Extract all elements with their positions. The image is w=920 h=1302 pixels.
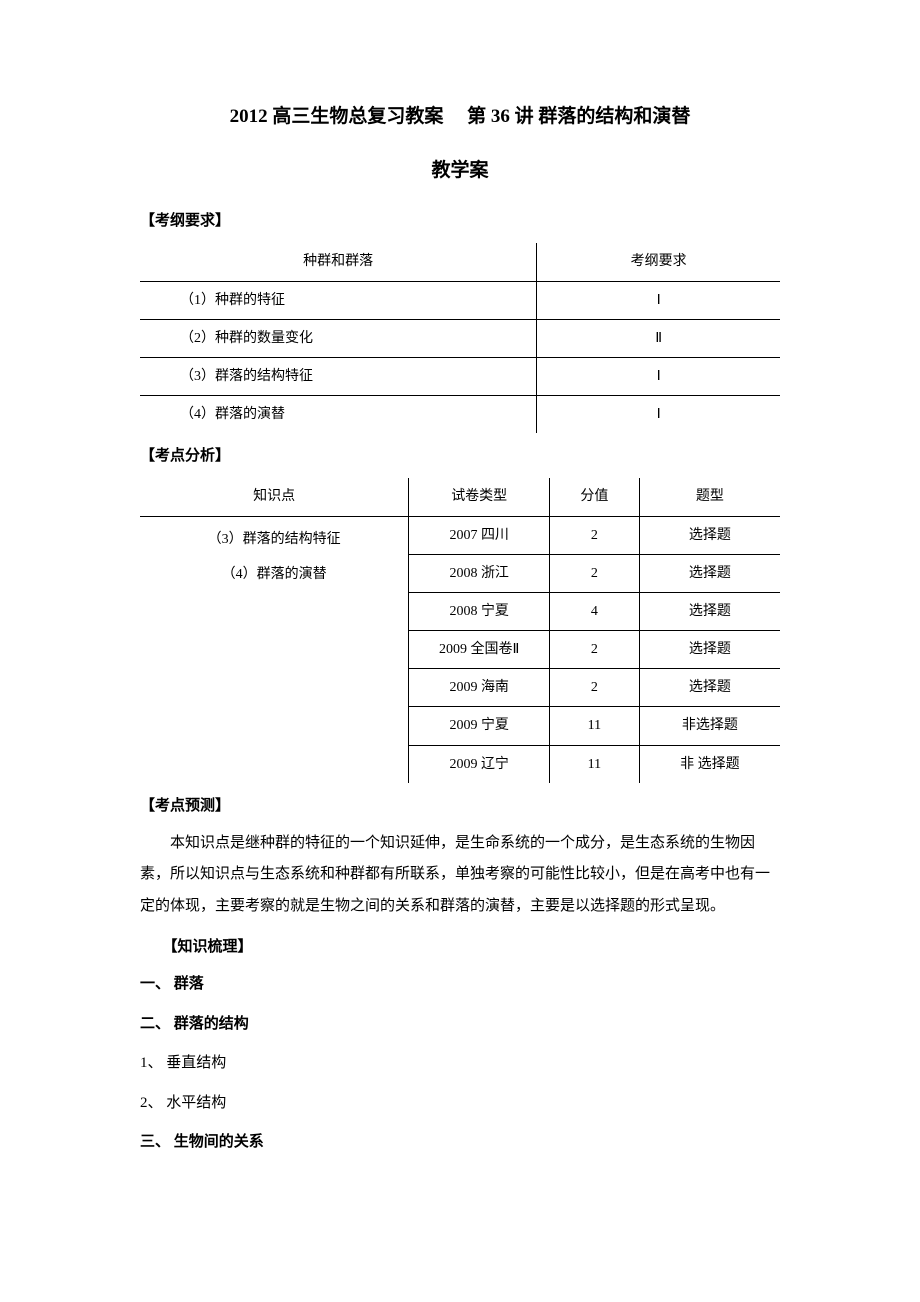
- table-cell: Ⅱ: [537, 319, 780, 357]
- list-item: 二、 群落的结构: [140, 1009, 780, 1041]
- table-cell: 2009 宁夏: [409, 707, 550, 745]
- section-exam-outline-header: 【考纲要求】: [140, 208, 780, 235]
- table-cell: 2009 海南: [409, 669, 550, 707]
- table-cell: 11: [550, 707, 640, 745]
- prediction-paragraph: 本知识点是继种群的特征的一个知识延伸，是生命系统的一个成分，是生态系统的生物因素…: [140, 828, 780, 923]
- table-cell: 2009 辽宁: [409, 745, 550, 783]
- table-cell: 2009 全国卷Ⅱ: [409, 631, 550, 669]
- table-header: 题型: [639, 478, 780, 516]
- table-cell: 选择题: [639, 592, 780, 630]
- table-cell: 2: [550, 631, 640, 669]
- table-cell: （3）群落的结构特征: [140, 357, 537, 395]
- table-cell: 选择题: [639, 669, 780, 707]
- table-cell: 非 选择题: [639, 745, 780, 783]
- table-cell: 2008 浙江: [409, 554, 550, 592]
- list-item: 2、 水平结构: [140, 1088, 780, 1120]
- table-header: 分值: [550, 478, 640, 516]
- table-header: 试卷类型: [409, 478, 550, 516]
- table-merged-cell: （3）群落的结构特征 （4）群落的演替: [140, 516, 409, 783]
- exam-outline-table: 种群和群落 考纲要求 （1）种群的特征 Ⅰ （2）种群的数量变化 Ⅱ （3）群落…: [140, 243, 780, 433]
- table-cell: （1）种群的特征: [140, 281, 537, 319]
- table-cell: Ⅰ: [537, 281, 780, 319]
- table-cell: （4）群落的演替: [140, 396, 537, 434]
- table-cell: Ⅰ: [537, 357, 780, 395]
- document-title: 2012 高三生物总复习教案 第 36 讲 群落的结构和演替: [140, 100, 780, 134]
- table-cell: 2: [550, 516, 640, 554]
- list-item: 一、 群落: [140, 969, 780, 1001]
- table-cell: 选择题: [639, 554, 780, 592]
- table-cell: 2: [550, 554, 640, 592]
- table-cell: （2）种群的数量变化: [140, 319, 537, 357]
- document-subtitle: 教学案: [140, 154, 780, 188]
- section-knowledge-header: 【知识梳理】: [140, 934, 780, 961]
- analysis-table: 知识点 试卷类型 分值 题型 （3）群落的结构特征 （4）群落的演替 2007 …: [140, 478, 780, 783]
- merged-line: （4）群落的演替: [148, 562, 400, 587]
- table-header: 考纲要求: [537, 243, 780, 281]
- section-prediction-header: 【考点预测】: [140, 793, 780, 820]
- table-cell: 11: [550, 745, 640, 783]
- list-item: 三、 生物间的关系: [140, 1127, 780, 1159]
- section-analysis-header: 【考点分析】: [140, 443, 780, 470]
- table-header: 种群和群落: [140, 243, 537, 281]
- table-cell: 选择题: [639, 631, 780, 669]
- table-cell: Ⅰ: [537, 396, 780, 434]
- knowledge-section: 【知识梳理】 一、 群落 二、 群落的结构 1、 垂直结构 2、 水平结构 三、…: [140, 934, 780, 1159]
- table-cell: 2008 宁夏: [409, 592, 550, 630]
- table-header: 知识点: [140, 478, 409, 516]
- table-cell: 选择题: [639, 516, 780, 554]
- table-cell: 2007 四川: [409, 516, 550, 554]
- merged-line: （3）群落的结构特征: [148, 527, 400, 552]
- list-item: 1、 垂直结构: [140, 1048, 780, 1080]
- table-cell: 4: [550, 592, 640, 630]
- table-cell: 2: [550, 669, 640, 707]
- table-cell: 非选择题: [639, 707, 780, 745]
